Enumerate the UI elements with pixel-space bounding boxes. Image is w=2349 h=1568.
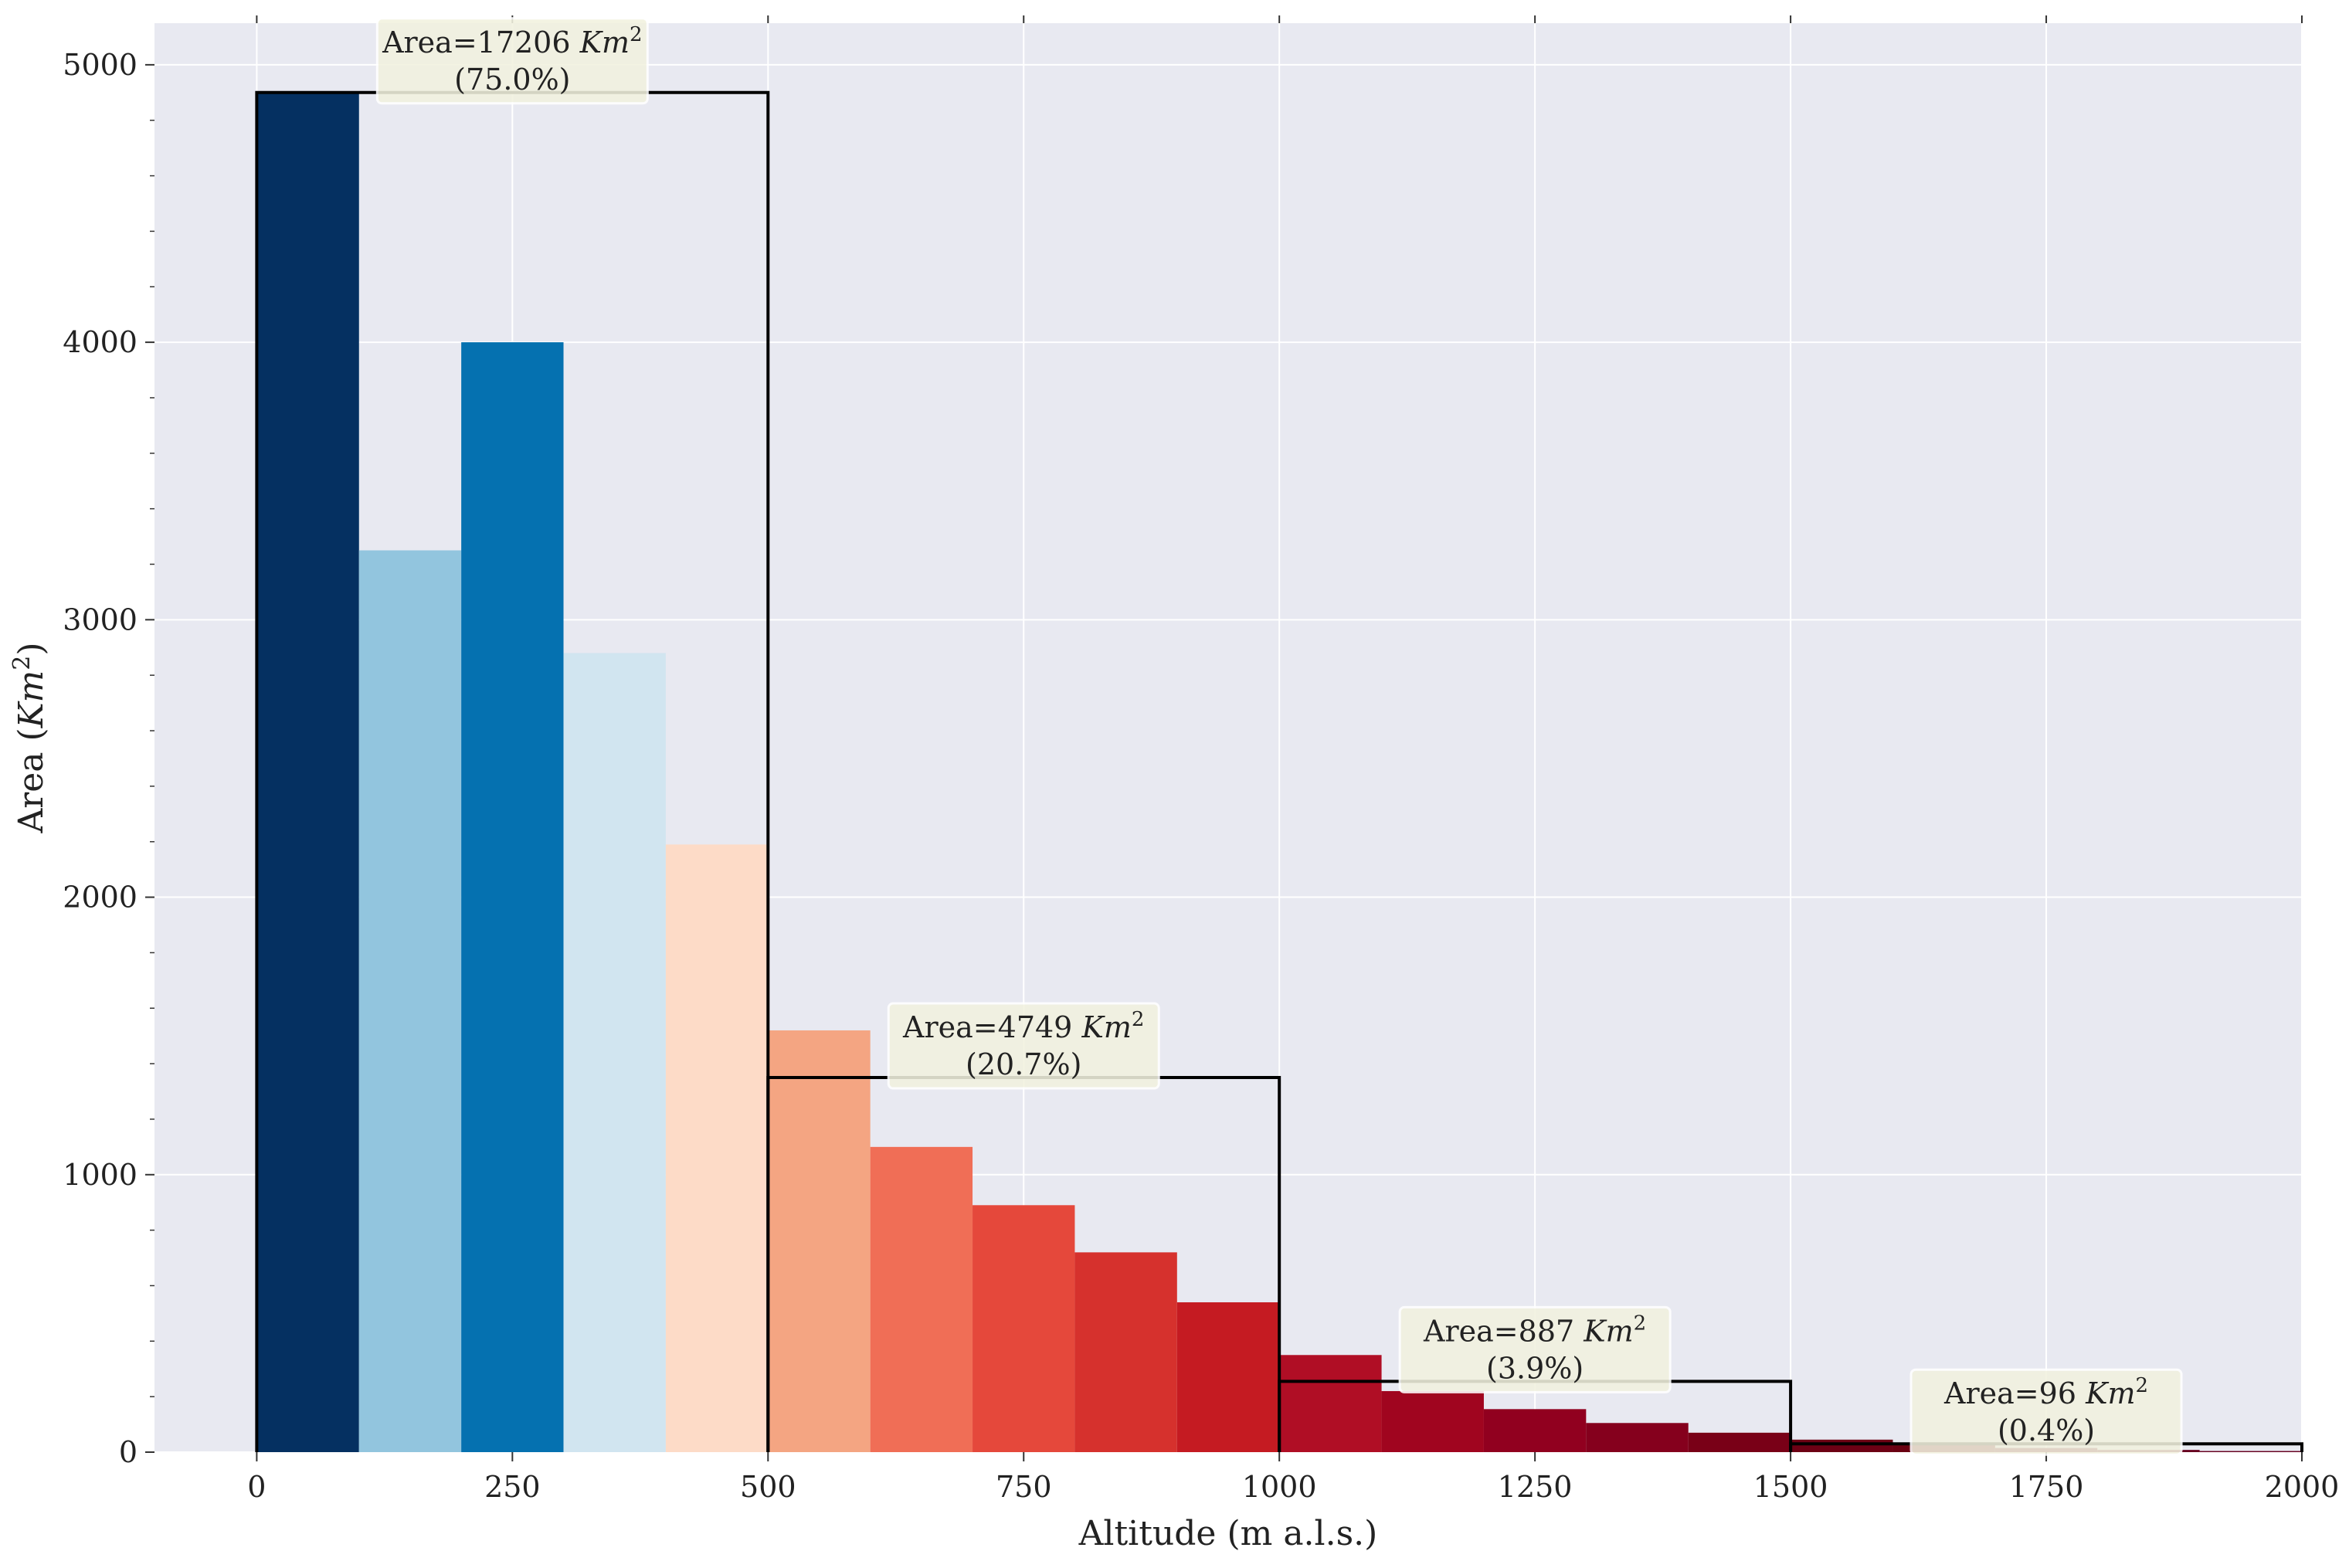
histogram-bar xyxy=(461,342,564,1452)
histogram-bar xyxy=(358,550,462,1452)
y-axis-title-unit: Km xyxy=(12,670,51,729)
annotation-line2: (20.7%) xyxy=(966,1047,1081,1081)
x-axis-title: Altitude (m a.l.s.) xyxy=(1078,1514,1378,1553)
annotation-unit: Km xyxy=(1583,1314,1633,1348)
y-tick-label: 0 xyxy=(119,1435,137,1469)
histogram-bar xyxy=(1074,1252,1177,1452)
histogram-bar xyxy=(1586,1423,1689,1452)
annotation-line1: Area=4749 Km2 xyxy=(902,1008,1144,1044)
annotation-unit: Km xyxy=(1081,1010,1131,1044)
annotation-area-value: Area=4749 xyxy=(902,1010,1081,1044)
y-tick-label: 1000 xyxy=(63,1158,137,1192)
histogram-bar xyxy=(1381,1390,1484,1452)
annotation-line2: (3.9%) xyxy=(1486,1351,1584,1385)
x-tick-label: 2000 xyxy=(2265,1470,2340,1504)
histogram-bar xyxy=(1791,1439,1893,1452)
histogram-bar xyxy=(870,1146,973,1452)
annotation-unit-sup: 2 xyxy=(1634,1312,1647,1335)
annotation-unit-sup: 2 xyxy=(630,23,643,46)
x-tick-label: 1500 xyxy=(1753,1470,1828,1504)
histogram-bar xyxy=(973,1205,1075,1452)
y-axis-title-close: ) xyxy=(12,642,51,655)
annotations-layer: Area=17206 Km2(75.0%)Area=4749 Km2(20.7%… xyxy=(375,17,2183,1456)
histogram-bar xyxy=(256,92,359,1453)
annotation-box xyxy=(1398,1305,1672,1393)
x-tick-label: 750 xyxy=(996,1470,1052,1504)
annotation-area-value: Area=17206 xyxy=(382,25,580,59)
y-axis-title: Area (Km2) xyxy=(8,642,52,833)
x-tick-label: 250 xyxy=(484,1470,541,1504)
histogram-bar xyxy=(1176,1302,1280,1452)
annotation-box xyxy=(1909,1368,2183,1456)
annotation-unit: Km xyxy=(2085,1376,2135,1410)
histogram-bar xyxy=(1483,1409,1587,1452)
annotation-box xyxy=(375,17,649,105)
annotation-area-value: Area=887 xyxy=(1423,1314,1584,1348)
annotation-line2: (0.4%) xyxy=(1998,1414,2095,1448)
annotation-unit-sup: 2 xyxy=(2136,1374,2149,1397)
histogram-bar xyxy=(768,1030,871,1452)
annotation-line2: (75.0%) xyxy=(454,63,570,97)
y-tick-label: 2000 xyxy=(63,881,137,915)
y-axis-title-main: Area ( xyxy=(12,728,51,833)
ticks-layer: 0 250 500 750 1000 1250 1500 1750 2000 0 1000 2000 3… xyxy=(63,15,2339,1504)
bars-layer xyxy=(256,92,2302,1453)
x-tick-label: 1750 xyxy=(2009,1470,2084,1504)
histogram-bar xyxy=(1688,1432,1791,1452)
y-tick-label: 3000 xyxy=(63,602,137,636)
annotation-line1: Area=887 Km2 xyxy=(1423,1312,1646,1348)
y-axis-title-sup: 2 xyxy=(8,656,36,670)
histogram-bar xyxy=(2199,1451,2302,1452)
histogram-bar xyxy=(1279,1355,1382,1452)
annotation-line1: Area=96 Km2 xyxy=(1943,1374,2148,1410)
annotation-box xyxy=(887,1002,1160,1090)
x-tick-label: 1000 xyxy=(1242,1470,1317,1504)
annotation-unit: Km xyxy=(579,25,630,59)
x-tick-label: 1250 xyxy=(1498,1470,1573,1504)
y-tick-label: 5000 xyxy=(63,48,137,82)
x-tick-label: 0 xyxy=(247,1470,266,1504)
annotation-area-value: Area=96 xyxy=(1943,1376,2086,1410)
histogram-bar xyxy=(563,653,666,1452)
annotation-line1: Area=17206 Km2 xyxy=(382,23,643,59)
histogram-bar xyxy=(665,844,769,1452)
y-tick-label: 4000 xyxy=(63,325,137,359)
annotation-unit-sup: 2 xyxy=(1132,1008,1145,1031)
x-tick-label: 500 xyxy=(740,1470,796,1504)
